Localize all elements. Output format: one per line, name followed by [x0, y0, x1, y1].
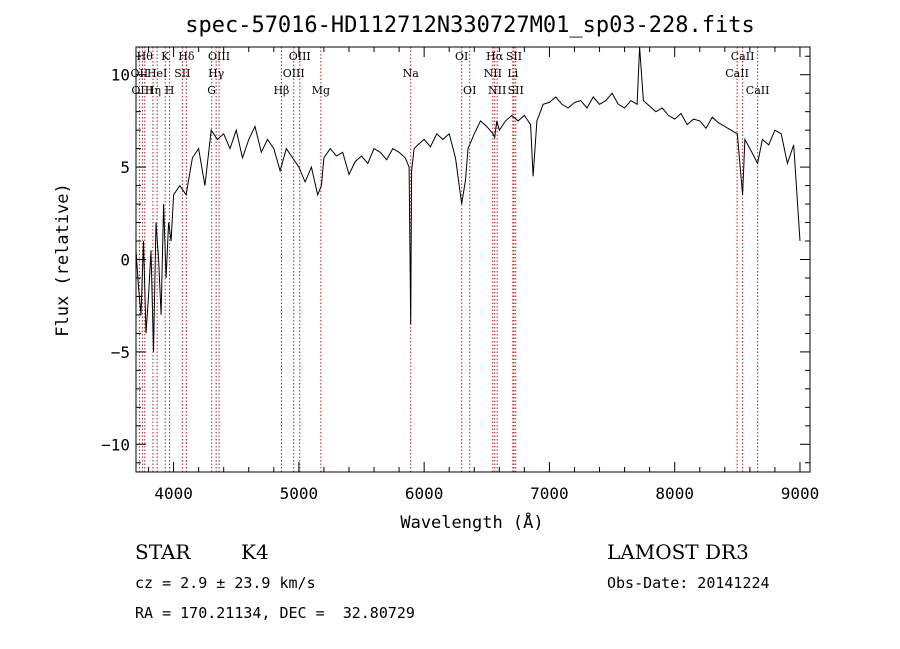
- spectral-line-label-22: Li: [507, 67, 518, 80]
- spectral-line-label-19: NII: [484, 67, 502, 80]
- spectral-line-label-4: HeI: [147, 67, 167, 80]
- y-tick-label-4: 10: [111, 66, 130, 85]
- spectral-line-label-3: Hη: [145, 84, 161, 97]
- spectral-line-label-20: Hα: [486, 50, 504, 63]
- spectral-line-label-0: OII: [131, 67, 149, 80]
- object-subclass: K4: [241, 540, 269, 564]
- spectrum-series-line: [135, 46, 801, 352]
- spectral-line-label-10: Hγ: [208, 67, 225, 80]
- spectral-line-label-18: OI: [463, 84, 476, 97]
- x-tick-label-3: 7000: [530, 484, 569, 503]
- y-tick-label-3: 5: [120, 158, 130, 177]
- x-tick-label-0: 4000: [154, 484, 193, 503]
- spectral-line-label-7: SII: [174, 67, 190, 80]
- y-axis-ticks: −10 −5 0 5 10: [101, 55, 810, 464]
- y-tick-label-0: −10: [101, 435, 130, 454]
- spectral-line-label-16: Na: [403, 67, 420, 80]
- spectral-line-label-26: CaII: [731, 50, 755, 63]
- spectral-line-label-12: Hβ: [273, 84, 289, 97]
- y-tick-label-1: −5: [111, 343, 130, 362]
- spectral-line-label-21: NII: [488, 84, 506, 97]
- obs-date: Obs-Date: 20141224: [607, 574, 770, 592]
- x-axis-label: Wavelength (Å): [400, 511, 543, 533]
- spectral-line-label-23: SII: [506, 50, 522, 63]
- chart-title: spec-57016-HD112712N330727M01_sp03-228.f…: [185, 13, 755, 38]
- spectral-line-label-25: CaII: [725, 67, 749, 80]
- spectral-line-labels: OII OIII Hθ Hη HeI K H SII Hδ G Hγ OIII Hβ OIII OIII Mg…: [131, 50, 770, 97]
- spectral-line-label-1: OIII: [131, 84, 153, 97]
- spectral-line-label-8: Hδ: [178, 50, 195, 63]
- spectral-line-markers: [138, 47, 759, 472]
- spectral-line-label-14: OIII: [289, 50, 311, 63]
- x-axis-ticks: 4000 5000 6000 7000 8000 9000: [148, 47, 820, 503]
- spectral-line-label-17: OI: [455, 50, 468, 63]
- spectral-line-label-13: OIII: [283, 67, 305, 80]
- x-tick-label-1: 5000: [280, 484, 319, 503]
- spectral-line-label-5: K: [161, 50, 170, 63]
- plot-frame: [135, 46, 811, 473]
- coordinates-readout: RA = 170.21134, DEC = 32.80729: [135, 604, 415, 622]
- spectral-line-label-11: OIII: [208, 50, 230, 63]
- spectral-line-label-15: Mg: [312, 84, 330, 97]
- x-tick-label-4: 8000: [655, 484, 694, 503]
- y-axis-label: Flux (relative): [53, 183, 73, 337]
- object-class: STAR: [135, 540, 191, 564]
- redshift-readout: cz = 2.9 ± 23.9 km/s: [135, 574, 316, 592]
- survey-name: LAMOST DR3: [607, 540, 749, 564]
- x-tick-label-5: 9000: [781, 484, 820, 503]
- spectral-line-label-9: G: [207, 84, 216, 97]
- x-tick-label-2: 6000: [405, 484, 444, 503]
- spectral-line-label-2: Hθ: [137, 50, 154, 63]
- y-tick-label-2: 0: [120, 251, 130, 270]
- spectral-line-label-24: SII: [508, 84, 524, 97]
- spectral-line-label-6: H: [165, 84, 175, 97]
- spectral-line-label-27: CaII: [746, 84, 770, 97]
